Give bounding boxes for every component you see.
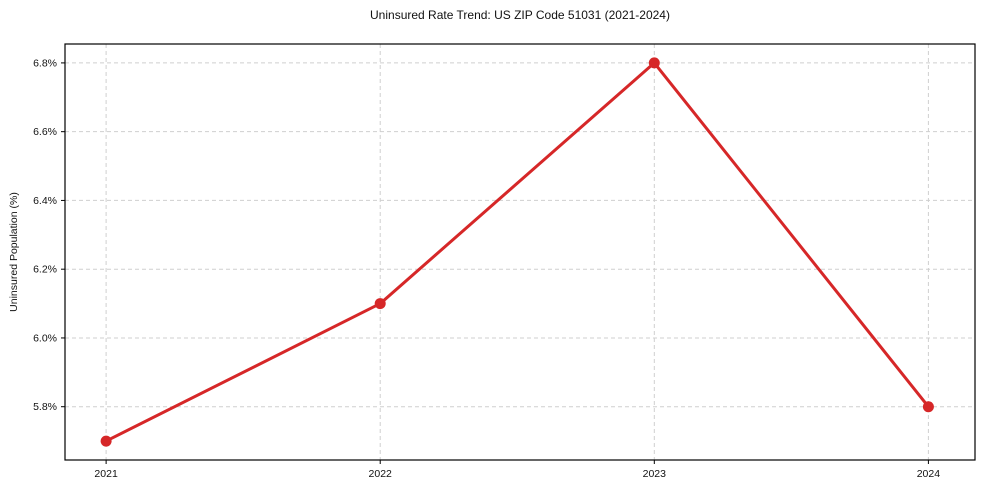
y-tick-label: 6.2% [33, 264, 57, 276]
chart-title: Uninsured Rate Trend: US ZIP Code 51031 … [370, 8, 670, 22]
data-points [100, 57, 934, 447]
axis-ticks [61, 62, 929, 464]
x-tick-label: 2023 [643, 468, 667, 480]
trend-line [104, 61, 930, 443]
data-point [648, 57, 660, 69]
x-tick-label: 2022 [369, 468, 393, 480]
y-tick-label: 6.4% [33, 195, 57, 207]
y-tick-label: 6.0% [33, 332, 57, 344]
data-point [374, 298, 386, 310]
data-point [100, 435, 112, 447]
data-point [922, 401, 934, 413]
gridlines [65, 44, 975, 460]
axis-tick-labels: 5.8% 6.0% 6.2% 6.4% 6.6% 6.8% 2021 2022 2023 2024 [33, 57, 940, 480]
plot-border [64, 43, 976, 461]
y-tick-label: 6.6% [33, 126, 57, 138]
x-tick-label: 2021 [94, 468, 118, 480]
y-tick-label: 6.8% [33, 57, 57, 69]
y-tick-label: 5.8% [33, 401, 57, 413]
x-tick-label: 2024 [917, 468, 941, 480]
